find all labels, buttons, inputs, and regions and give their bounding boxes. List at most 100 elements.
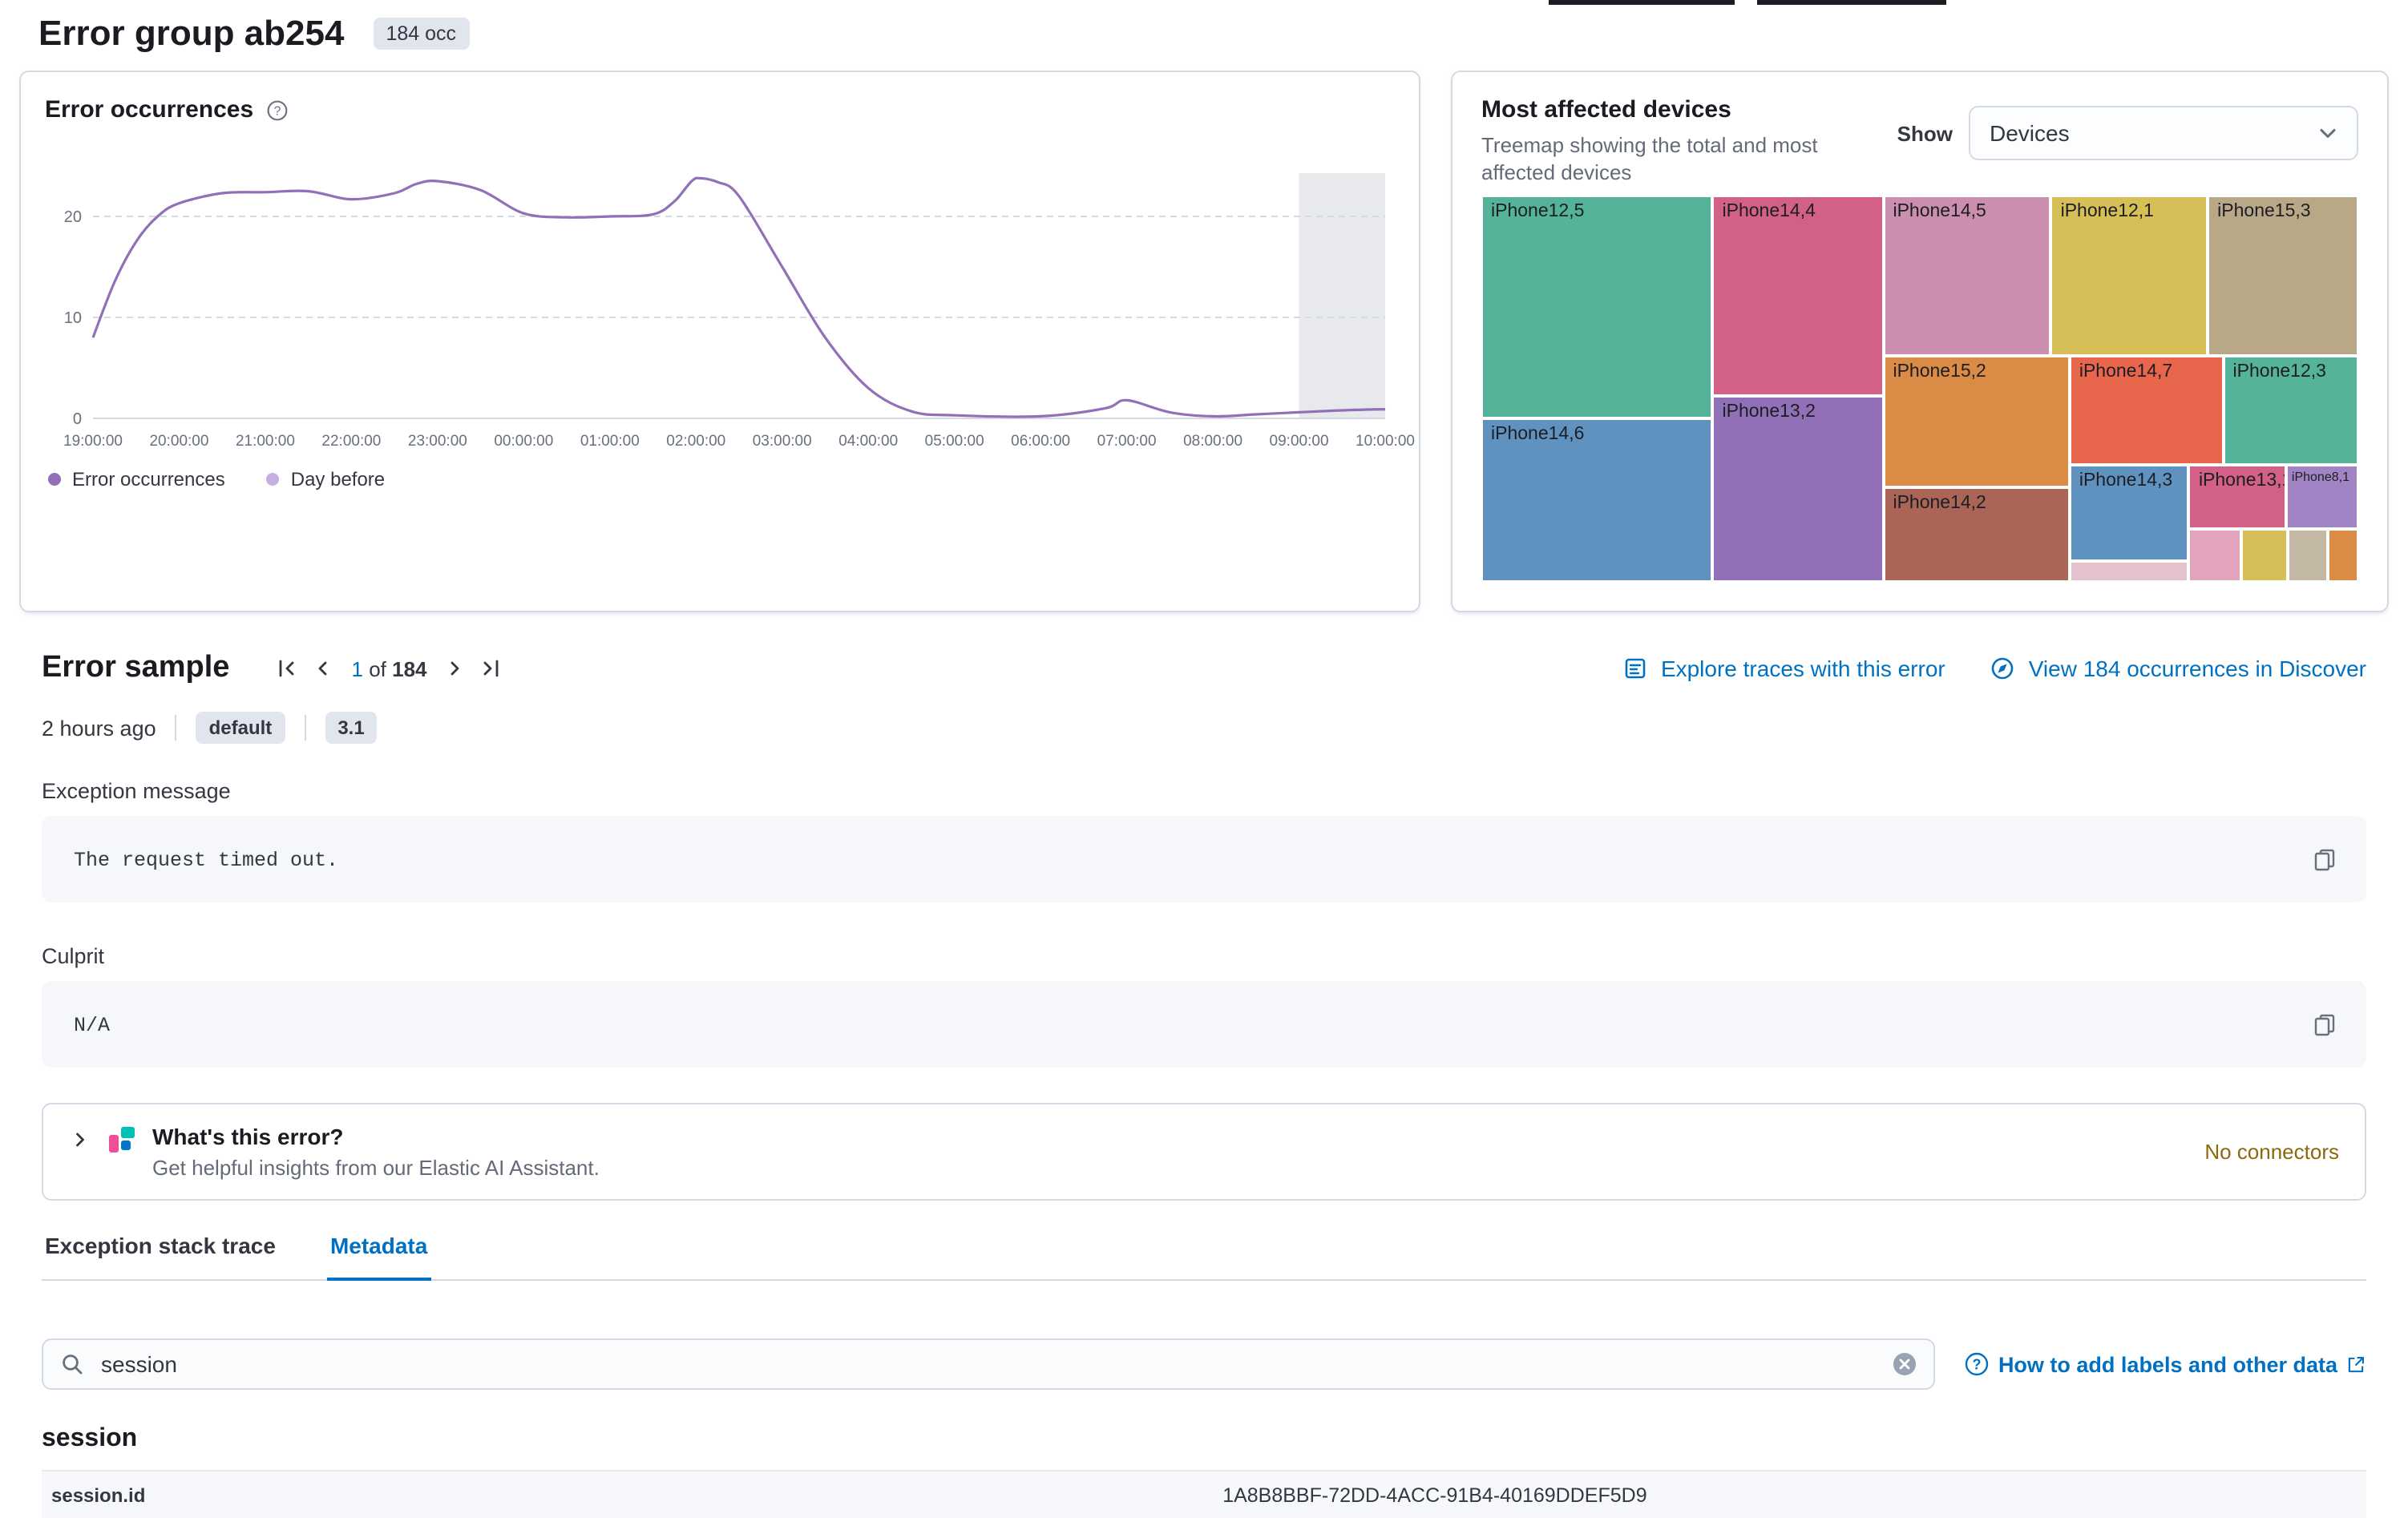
- environment-badge: default: [196, 712, 285, 744]
- ai-assistant-panel[interactable]: What's this error? Get helpful insights …: [42, 1103, 2366, 1201]
- treemap-tile[interactable]: [2288, 529, 2328, 582]
- pagination-next-button[interactable]: [440, 652, 472, 684]
- error-sample-section: Error sample 1 of 184: [19, 651, 2389, 1518]
- treemap-tile[interactable]: iPhone14,2: [1883, 486, 2070, 582]
- page-header: Error group ab254 184 occ: [0, 0, 2408, 58]
- devices-treemap: iPhone12,5 iPhone14,6 iPhone14,4 iPhone13,2…: [1481, 196, 2358, 582]
- chevron-down-icon: [2315, 120, 2341, 146]
- treemap-tile[interactable]: iPhone13,1: [2188, 465, 2287, 530]
- question-in-circle-icon: ?: [1965, 1351, 1990, 1377]
- legend-label-error-occurrences: Error occurrences: [72, 468, 225, 491]
- ai-assistant-icon: [107, 1125, 136, 1154]
- treemap-tile[interactable]: iPhone14,7: [2069, 356, 2224, 466]
- error-sample-header: Error sample 1 of 184: [42, 651, 2366, 686]
- metadata-search[interactable]: [42, 1338, 1936, 1390]
- svg-text:23:00:00: 23:00:00: [408, 433, 467, 450]
- error-sample-title: Error sample: [42, 651, 230, 684]
- metadata-value: 1A8B8BBF-72DD-4ACC-91B4-40169DDEF5D9: [1222, 1484, 1647, 1507]
- devices-select[interactable]: Devices: [1969, 106, 2358, 160]
- discover-compass-icon: [1990, 656, 2016, 681]
- treemap-tile[interactable]: [2188, 529, 2242, 582]
- treemap-tile-label: iPhone13,2: [1722, 402, 1816, 422]
- ai-assistant-title: What's this error?: [152, 1124, 344, 1149]
- treemap-tile[interactable]: iPhone12,3: [2223, 356, 2358, 466]
- svg-text:20:00:00: 20:00:00: [149, 433, 208, 450]
- exception-message-block: The request timed out.: [42, 816, 2366, 902]
- svg-text:10: 10: [64, 309, 82, 327]
- treemap-tile-label: iPhone15,2: [1893, 362, 1986, 382]
- treemap-tile[interactable]: iPhone15,3: [2208, 196, 2358, 357]
- treemap-tile-label: iPhone14,6: [1491, 424, 1585, 444]
- page-title: Error group ab254: [38, 13, 345, 53]
- treemap-tile[interactable]: iPhone12,1: [2050, 196, 2208, 357]
- pagination-first-button[interactable]: [271, 652, 303, 684]
- svg-text:05:00:00: 05:00:00: [925, 433, 984, 450]
- chart-legend: Error occurrences Day before: [45, 468, 1395, 491]
- pagination: 1 of 184: [271, 652, 507, 684]
- svg-text:?: ?: [274, 104, 281, 118]
- tab-exception-stack-trace[interactable]: Exception stack trace: [45, 1233, 276, 1258]
- ai-assistant-subtitle: Get helpful insights from our Elastic AI…: [152, 1156, 600, 1180]
- treemap-tile[interactable]: [2241, 529, 2289, 582]
- svg-text:01:00:00: 01:00:00: [580, 433, 640, 450]
- svg-text:20: 20: [64, 208, 82, 226]
- svg-text:09:00:00: 09:00:00: [1270, 433, 1329, 450]
- top-artifact-bar-1: [1549, 0, 1735, 5]
- treemap-tile[interactable]: iPhone14,6: [1481, 418, 1713, 582]
- error-occurrences-panel: Error occurrences ? 0 10 20 19:00:00 20:00:0…: [19, 71, 1420, 612]
- treemap-tile[interactable]: iPhone13,2: [1712, 396, 1884, 582]
- treemap-tile[interactable]: iPhone8,1: [2286, 465, 2358, 530]
- show-select-group: Show Devices: [1897, 106, 2358, 160]
- svg-text:21:00:00: 21:00:00: [236, 433, 295, 450]
- version-badge: 3.1: [325, 712, 378, 744]
- legend-item-day-before[interactable]: Day before: [266, 468, 386, 491]
- treemap-tile[interactable]: iPhone14,5: [1883, 196, 2051, 357]
- chevron-right-icon[interactable]: [69, 1128, 91, 1151]
- treemap-tile[interactable]: [2327, 529, 2358, 582]
- metadata-group-title: session: [42, 1425, 138, 1452]
- copy-icon[interactable]: [2309, 1008, 2341, 1040]
- treemap-tile[interactable]: iPhone12,5: [1481, 196, 1713, 418]
- devices-select-value: Devices: [1990, 120, 2070, 146]
- treemap-tile[interactable]: [2069, 560, 2189, 582]
- svg-text:10:00:00: 10:00:00: [1356, 433, 1415, 450]
- treemap-tile-label: iPhone12,5: [1491, 202, 1585, 221]
- treemap-tile-label: iPhone14,7: [2079, 362, 2173, 382]
- search-icon: [59, 1351, 85, 1377]
- no-connectors-status: No connectors: [2204, 1140, 2339, 1164]
- search-input[interactable]: [98, 1350, 1880, 1379]
- pagination-prev-button[interactable]: [306, 652, 338, 684]
- legend-label-day-before: Day before: [290, 468, 386, 491]
- timestamp: 2 hours ago: [42, 716, 156, 740]
- pagination-last-button[interactable]: [475, 652, 507, 684]
- treemap-tile[interactable]: iPhone15,2: [1883, 356, 2070, 487]
- explore-traces-link[interactable]: Explore traces with this error: [1622, 656, 1945, 681]
- culprit-label: Culprit: [42, 944, 105, 968]
- ai-assistant-text: What's this error? Get helpful insights …: [152, 1124, 600, 1180]
- pagination-current: 1: [351, 656, 363, 680]
- treemap-tile[interactable]: iPhone14,4: [1712, 196, 1884, 397]
- occurrences-panel-header: Error occurrences ?: [45, 96, 1395, 123]
- treemap-tile[interactable]: iPhone14,3: [2069, 465, 2189, 561]
- devices-panel-header: Most affected devices Treemap showing th…: [1481, 96, 2358, 188]
- error-sample-header-left: Error sample 1 of 184: [42, 651, 507, 686]
- copy-icon[interactable]: [2309, 843, 2341, 875]
- how-to-add-labels-link[interactable]: ? How to add labels and other data: [1965, 1351, 2366, 1377]
- sample-meta-row: 2 hours ago default 3.1: [42, 712, 2366, 744]
- pagination-total: 184: [392, 656, 427, 680]
- svg-text:04:00:00: 04:00:00: [838, 433, 898, 450]
- top-panels-row: Error occurrences ? 0 10 20 19:00:00 20:00:0…: [19, 71, 2389, 612]
- view-occurrences-link[interactable]: View 184 occurrences in Discover: [1990, 656, 2366, 681]
- pagination-of-label: of: [369, 656, 386, 680]
- tab-metadata[interactable]: Metadata: [326, 1233, 431, 1281]
- treemap-tile-label: iPhone15,3: [2217, 202, 2311, 221]
- trace-explorer-icon: [1622, 656, 1648, 681]
- clear-search-icon[interactable]: [1893, 1351, 1918, 1377]
- detail-tabs: Exception stack trace Metadata: [42, 1233, 2366, 1281]
- error-sample-links: Explore traces with this error View 184 …: [1622, 656, 2366, 681]
- help-icon[interactable]: ?: [266, 99, 289, 121]
- devices-panel-title: Most affected devices: [1481, 96, 1731, 123]
- svg-text:19:00:00: 19:00:00: [63, 433, 123, 450]
- legend-item-error-occurrences[interactable]: Error occurrences: [48, 468, 225, 491]
